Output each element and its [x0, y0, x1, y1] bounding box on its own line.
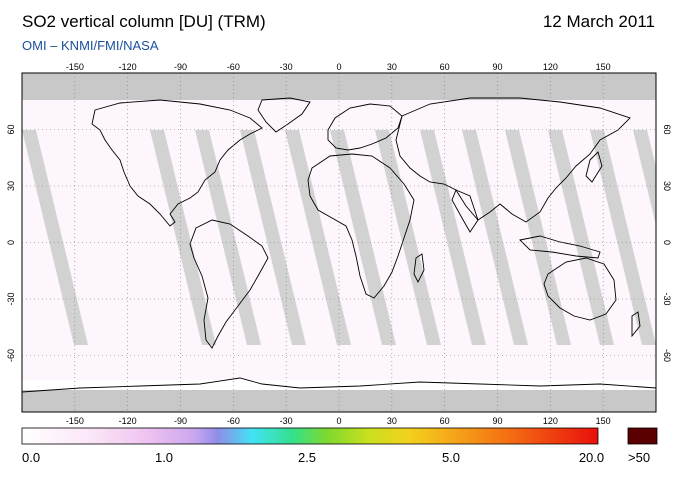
longitude-tick-bottom: -150: [66, 416, 84, 426]
orbit-gap-stripe: [590, 130, 656, 345]
latitude-tick-left: -30: [6, 292, 16, 305]
orbit-gap-stripe: [285, 130, 351, 345]
colorbar-overflow-swatch: [627, 427, 658, 445]
longitude-tick-bottom: 30: [387, 416, 397, 426]
antarctica-coast: [22, 377, 656, 393]
south-america-coast: [189, 219, 269, 349]
longitude-tick-top: 30: [387, 62, 397, 72]
longitude-tick-bottom: 120: [543, 416, 558, 426]
graticule: [22, 73, 656, 412]
longitude-tick-top: 90: [492, 62, 502, 72]
longitude-tick-bottom: 0: [336, 416, 341, 426]
latitude-tick-right: 60: [662, 124, 672, 134]
longitude-tick-top: 150: [596, 62, 611, 72]
new-zealand-coast: [631, 311, 641, 338]
longitude-tick-top: -90: [174, 62, 187, 72]
latitude-tick-right: -30: [662, 292, 672, 305]
longitude-tick-top: -120: [119, 62, 137, 72]
map-credits: OMI – KNMI/FMI/NASA: [22, 38, 159, 53]
longitude-tick-top: -30: [280, 62, 293, 72]
madagascar-coast: [413, 253, 425, 284]
longitude-tick-top: 0: [336, 62, 341, 72]
map-date: 12 March 2011: [542, 12, 655, 31]
colorbar-label-5: >50: [628, 450, 651, 465]
orbit-gap-stripe: [150, 130, 216, 345]
map-frame: [21, 72, 657, 413]
latitude-tick-left: -60: [6, 349, 16, 362]
longitude-tick-top: 120: [543, 62, 558, 72]
latitude-tick-left: 60: [6, 124, 16, 134]
orbit-gap-stripe: [420, 130, 486, 345]
latitude-tick-right: 30: [662, 181, 672, 191]
colorbar-label-1: 1.0: [154, 450, 174, 465]
orbit-gap-stripe: [240, 130, 306, 345]
greenland-coast: [257, 97, 311, 133]
colorbar-label-3: 5.0: [441, 450, 461, 465]
longitude-tick-bottom: -30: [280, 416, 293, 426]
colorbar: [21, 427, 599, 445]
longitude-tick-top: 60: [440, 62, 450, 72]
africa-coast: [307, 153, 415, 299]
longitude-tick-bottom: 90: [492, 416, 502, 426]
longitude-tick-bottom: 60: [440, 416, 450, 426]
longitude-tick-bottom: 150: [596, 416, 611, 426]
longitude-ticks-top: -150 -120 -90 -60 -30 0 30 60 90 120 150: [66, 62, 611, 72]
colorbar-label-0: 0.0: [22, 450, 41, 465]
latitude-ticks-left: 60 30 0 -30 -60: [6, 124, 16, 362]
india-coast: [451, 189, 479, 233]
orbit-gap-stripes: [22, 130, 656, 345]
map-title: SO2 vertical column [DU] (TRM): [22, 12, 266, 31]
australia-coast: [543, 257, 617, 321]
longitude-ticks-bottom: -150 -120 -90 -60 -30 0 30 60 90 120 150: [66, 416, 611, 426]
latitude-tick-left: 30: [6, 181, 16, 191]
longitude-tick-bottom: -120: [119, 416, 137, 426]
asia-coast: [395, 97, 631, 223]
latitude-tick-right: 0: [662, 240, 672, 245]
orbit-gap-stripe: [505, 130, 571, 345]
indonesia-coast: [519, 235, 601, 259]
orbit-gap-stripe: [548, 130, 614, 345]
longitude-tick-top: -150: [66, 62, 84, 72]
north-america-coast: [91, 99, 263, 227]
orbit-gap-stripe: [195, 130, 261, 345]
orbit-gap-stripe: [375, 130, 441, 345]
colorbar-label-4: 20.0: [578, 450, 605, 465]
longitude-tick-bottom: -60: [227, 416, 240, 426]
japan-coast: [585, 151, 603, 183]
orbit-gap-stripe: [22, 130, 88, 345]
longitude-tick-bottom: -90: [174, 416, 187, 426]
orbit-gap-stripe: [462, 130, 528, 345]
longitude-tick-top: -60: [227, 62, 240, 72]
latitude-ticks-right: 60 30 0 -30 -60: [662, 124, 672, 362]
latitude-tick-left: 0: [6, 240, 16, 245]
orbit-gap-stripe: [633, 130, 656, 226]
colorbar-label-2: 2.5: [297, 450, 317, 465]
latitude-tick-right: -60: [662, 349, 672, 362]
